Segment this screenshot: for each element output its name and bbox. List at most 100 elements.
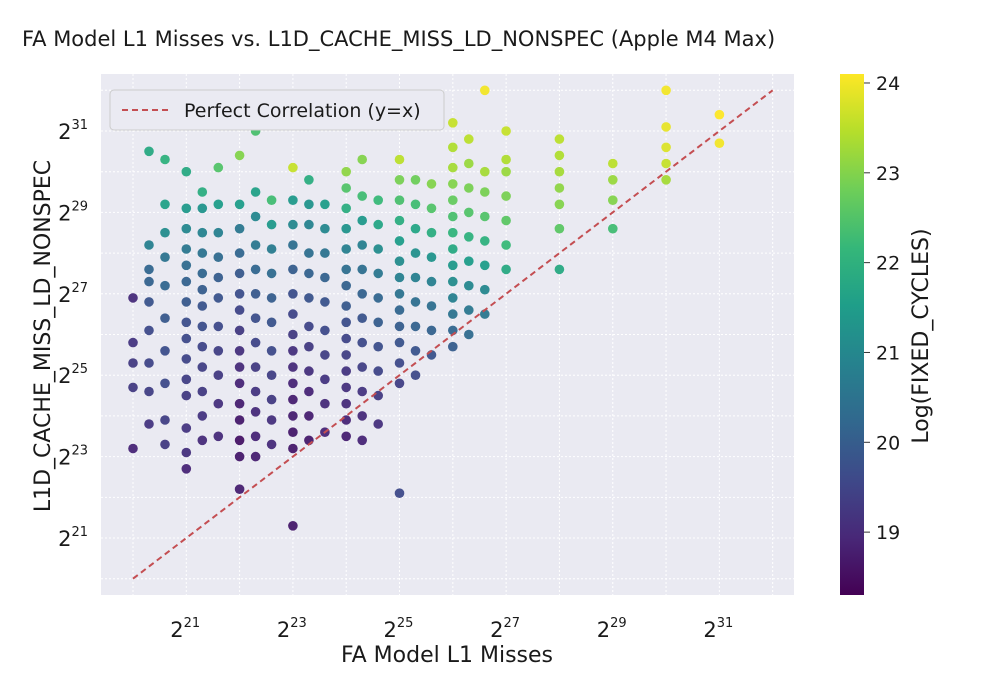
data-point	[554, 134, 565, 144]
colorbar-tick-label: 19	[876, 522, 900, 544]
data-point	[394, 358, 405, 368]
x-tick-label: 229	[597, 616, 627, 642]
data-point	[426, 301, 437, 311]
data-point	[181, 203, 192, 214]
data-point	[288, 443, 298, 454]
data-point	[341, 366, 352, 376]
data-point	[448, 341, 458, 352]
data-point	[304, 175, 314, 185]
data-point	[480, 187, 490, 197]
data-point	[341, 431, 352, 442]
data-point	[213, 321, 224, 332]
data-point	[394, 289, 405, 299]
data-point	[426, 252, 437, 262]
x-tick-label: 225	[384, 616, 414, 642]
data-point	[341, 280, 352, 291]
data-point	[426, 276, 437, 287]
colorbar-label: Log(FIXED_CYCLES)	[909, 228, 934, 443]
data-point	[266, 244, 277, 254]
data-point	[410, 346, 421, 356]
data-point	[304, 268, 314, 279]
data-point	[394, 378, 405, 389]
data-point	[320, 350, 330, 360]
data-point	[213, 293, 224, 303]
y-axis-label: L1D_CACHE_MISS_LD_NONSPEC	[31, 160, 56, 512]
data-point	[448, 244, 458, 254]
data-point	[304, 293, 314, 303]
data-point	[288, 378, 298, 389]
data-point	[181, 297, 192, 307]
data-point	[197, 227, 208, 238]
data-point	[480, 85, 490, 96]
data-point	[197, 411, 208, 421]
data-point	[197, 341, 208, 352]
data-point	[426, 325, 437, 336]
data-point	[234, 223, 245, 234]
x-tick-label: 221	[170, 616, 200, 642]
data-point	[448, 195, 458, 205]
data-point	[426, 179, 437, 189]
data-point	[181, 447, 192, 458]
data-point	[341, 382, 352, 393]
data-point	[213, 398, 224, 409]
data-point	[197, 284, 208, 295]
colorbar-tick-label: 23	[876, 163, 900, 185]
data-point	[234, 305, 245, 315]
data-point	[394, 256, 405, 267]
data-point	[501, 126, 511, 136]
data-point	[714, 138, 725, 148]
data-point	[341, 301, 352, 311]
data-point	[608, 223, 618, 234]
data-point	[266, 268, 277, 279]
data-point	[181, 223, 192, 234]
data-point	[320, 248, 330, 258]
data-point	[373, 195, 384, 205]
data-point	[464, 207, 474, 218]
data-point	[234, 289, 245, 299]
data-point	[357, 337, 368, 348]
data-point	[213, 346, 224, 356]
chart-title: FA Model L1 Misses vs. L1D_CACHE_MISS_LD…	[22, 27, 775, 52]
data-point	[160, 346, 170, 356]
data-point	[357, 240, 368, 250]
data-point	[394, 195, 405, 205]
legend: Perfect Correlation (y=x)	[109, 89, 445, 131]
data-point	[357, 264, 368, 275]
data-point	[213, 162, 224, 173]
data-point	[128, 293, 138, 303]
data-point	[357, 313, 368, 324]
data-point	[160, 199, 170, 210]
data-point	[197, 362, 208, 372]
data-point	[160, 280, 170, 291]
legend-box	[109, 89, 445, 131]
y-axis-ticks: 221 223 225 227 229 231	[58, 118, 88, 551]
data-point	[464, 134, 474, 144]
data-point	[448, 293, 458, 303]
data-point	[373, 419, 384, 429]
data-point	[160, 415, 170, 425]
data-point	[394, 337, 405, 348]
data-point	[426, 227, 437, 238]
data-point	[213, 431, 224, 442]
x-tick-label: 223	[277, 616, 307, 642]
data-point	[197, 386, 208, 397]
data-point	[266, 394, 277, 405]
data-point	[213, 227, 224, 238]
data-point	[266, 219, 277, 230]
data-point	[181, 390, 192, 401]
data-point	[410, 223, 421, 234]
data-point	[394, 236, 405, 246]
data-point	[480, 284, 490, 295]
data-point	[266, 346, 277, 356]
data-point	[181, 166, 192, 177]
data-point	[234, 398, 245, 409]
colorbar-ticks: 19 20 21 22 23 24	[864, 73, 900, 544]
data-point	[341, 350, 352, 360]
data-point	[554, 183, 565, 193]
data-point	[341, 415, 352, 425]
data-point	[181, 374, 192, 385]
data-point	[394, 215, 405, 226]
data-point	[234, 325, 245, 336]
data-point	[341, 223, 352, 234]
data-point	[448, 227, 458, 238]
